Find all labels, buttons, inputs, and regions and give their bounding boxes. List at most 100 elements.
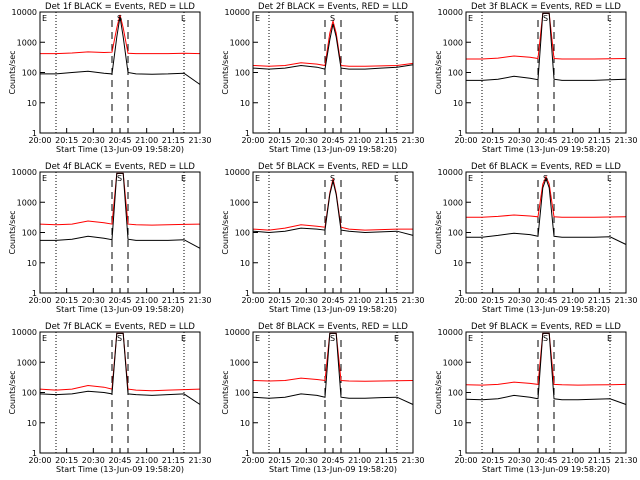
x-tick-label: 20:30 <box>82 456 105 465</box>
x-tick-label: 21:00 <box>561 296 584 305</box>
black-events-series <box>252 332 414 405</box>
marker-letter-left: E <box>42 174 47 183</box>
x-tick-label: 20:30 <box>295 296 318 305</box>
x-tick-label: 20:30 <box>82 296 105 305</box>
y-tick-label: 1 <box>245 129 250 138</box>
marker-flag: S <box>330 174 335 183</box>
y-tick-label: 10000 <box>12 8 37 17</box>
y-tick-label: 1000 <box>17 38 37 47</box>
x-tick-label: 20:00 <box>454 136 477 145</box>
x-tick-label: 21:15 <box>375 456 398 465</box>
panel-title: Det 2f BLACK = Events, RED = LLD <box>258 2 408 12</box>
y-tick-label: 10 <box>453 259 463 268</box>
y-tick-label: 1000 <box>443 38 463 47</box>
black-events-series <box>466 12 627 81</box>
black-events-series <box>40 172 201 249</box>
x-axis-label: Start Time (13-Jun-09 19:58:20) <box>56 305 184 314</box>
y-tick-label: 10 <box>240 259 250 268</box>
panel-det-5: Det 5f BLACK = Events, RED = LLD E S L 1 10 10… <box>221 162 425 314</box>
marker-flag: S <box>543 14 548 23</box>
x-axis-label: Start Time (13-Jun-09 19:58:20) <box>56 465 184 474</box>
x-tick-label: 20:00 <box>241 456 264 465</box>
x-tick-label: 21:00 <box>348 296 371 305</box>
x-tick-label: 21:00 <box>561 456 584 465</box>
y-tick-label: 1 <box>458 449 463 458</box>
panel-det-3: Det 3f BLACK = Events, RED = LLD E S L 1 10 10… <box>434 2 638 154</box>
y-tick-label: 1 <box>32 289 37 298</box>
panel-title: Det 1f BLACK = Events, RED = LLD <box>45 2 195 12</box>
y-tick-label: 1000 <box>17 198 37 207</box>
x-tick-label: 21:00 <box>348 136 371 145</box>
y-tick-label: 10 <box>27 259 37 268</box>
y-tick-label: 100 <box>448 229 463 238</box>
marker-letter-right: E <box>394 334 399 343</box>
y-axis-label: Counts/sec <box>221 50 230 94</box>
y-tick-label: 1 <box>32 129 37 138</box>
plot-frame <box>252 171 414 294</box>
red-lld-series <box>252 19 414 67</box>
y-tick-label: 100 <box>235 389 250 398</box>
x-tick-label: 20:30 <box>508 136 531 145</box>
y-axis-label: Counts/sec <box>8 210 17 254</box>
panel-det-6: Det 6f BLACK = Events, RED = LLD E S L 1 10 10… <box>434 162 638 314</box>
x-tick-label: 20:00 <box>28 136 51 145</box>
x-tick-label: 21:00 <box>348 456 371 465</box>
y-tick-label: 10000 <box>438 328 463 337</box>
x-tick-label: 21:15 <box>588 456 611 465</box>
x-tick-label: 21:15 <box>588 296 611 305</box>
marker-letter-left: E <box>42 334 47 343</box>
marker-letter-right: L <box>394 174 399 183</box>
y-tick-label: 10 <box>453 99 463 108</box>
y-tick-label: 1000 <box>230 198 250 207</box>
black-events-series <box>252 23 414 70</box>
x-tick-label: 20:15 <box>55 296 78 305</box>
y-tick-label: 100 <box>448 389 463 398</box>
y-tick-label: 1 <box>32 449 37 458</box>
x-tick-label: 21:30 <box>401 136 424 145</box>
marker-flag: S <box>117 174 122 183</box>
y-tick-label: 1000 <box>230 38 250 47</box>
x-tick-label: 20:45 <box>534 456 557 465</box>
y-tick-label: 1 <box>245 289 250 298</box>
red-lld-series <box>466 175 627 218</box>
marker-flag: S <box>543 174 548 183</box>
y-tick-label: 10 <box>240 419 250 428</box>
panel-det-2: Det 2f BLACK = Events, RED = LLD E S L 1 10 10… <box>221 2 425 154</box>
black-events-series <box>252 180 414 236</box>
y-tick-label: 10000 <box>12 328 37 337</box>
x-tick-label: 20:15 <box>55 456 78 465</box>
panel-title: Det 7f BLACK = Events, RED = LLD <box>45 322 195 332</box>
panel-title: Det 5f BLACK = Events, RED = LLD <box>258 162 408 172</box>
x-tick-label: 20:00 <box>241 136 264 145</box>
x-tick-label: 20:15 <box>268 136 291 145</box>
x-tick-label: 20:15 <box>268 296 291 305</box>
x-tick-label: 20:45 <box>108 456 131 465</box>
x-axis-label: Start Time (13-Jun-09 19:58:20) <box>482 465 610 474</box>
y-tick-label: 10000 <box>225 8 250 17</box>
marker-flag: S <box>330 334 335 343</box>
panel-title: Det 4f BLACK = Events, RED = LLD <box>45 162 195 172</box>
marker-flag: S <box>543 334 548 343</box>
x-tick-label: 20:00 <box>454 456 477 465</box>
x-tick-label: 21:30 <box>614 456 637 465</box>
marker-letter-left: E <box>468 334 473 343</box>
red-lld-series <box>40 14 201 55</box>
y-tick-label: 10000 <box>225 328 250 337</box>
panel-title: Det 3f BLACK = Events, RED = LLD <box>471 2 621 12</box>
x-tick-label: 20:30 <box>508 296 531 305</box>
red-lld-series <box>252 178 413 231</box>
plot-frame <box>252 11 414 134</box>
x-tick-label: 20:30 <box>295 136 318 145</box>
y-tick-label: 10000 <box>12 168 37 177</box>
marker-letter-left: E <box>468 14 473 23</box>
x-axis-label: Start Time (13-Jun-09 19:58:20) <box>56 145 184 154</box>
panel-det-1: Det 1f BLACK = Events, RED = LLD E S L 1 10 10… <box>8 2 212 154</box>
x-tick-label: 21:00 <box>561 136 584 145</box>
marker-letter-right: L <box>607 14 612 23</box>
plot-frame <box>39 171 201 294</box>
marker-letter-right: L <box>181 14 186 23</box>
x-tick-label: 20:30 <box>295 456 318 465</box>
x-tick-label: 21:30 <box>188 456 211 465</box>
x-tick-label: 21:00 <box>135 456 158 465</box>
x-tick-label: 21:15 <box>162 136 185 145</box>
